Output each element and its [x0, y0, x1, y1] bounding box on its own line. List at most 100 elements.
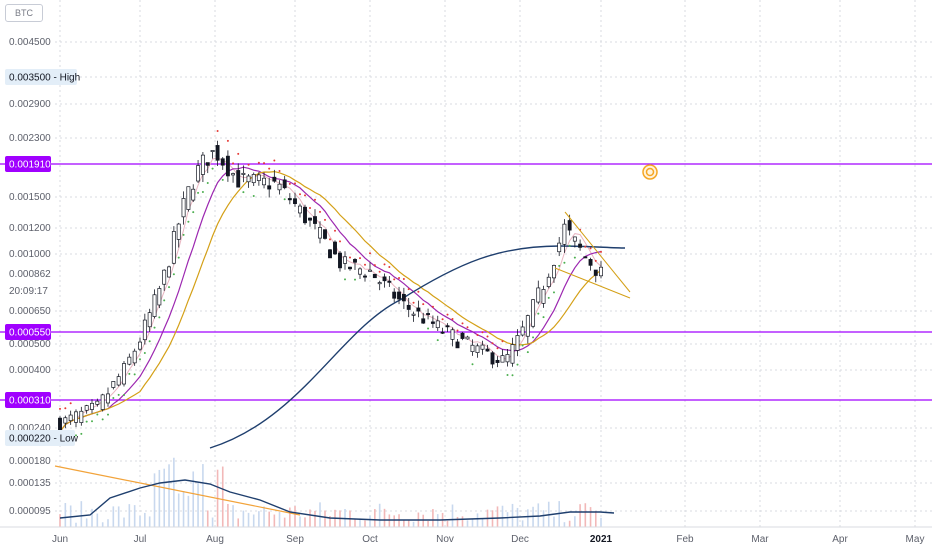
- candle-body: [475, 345, 480, 353]
- sar-dot: [501, 340, 504, 343]
- y-axis-ticks: 0.004500 0.002900 0.002300 0.001500 0.001200…: [9, 37, 51, 517]
- candle: [147, 308, 152, 333]
- candle: [246, 174, 251, 188]
- sar-dot: [64, 407, 67, 410]
- x-tick-label: Mar: [751, 534, 769, 545]
- candle: [127, 353, 132, 366]
- candle-body: [343, 256, 347, 264]
- candle: [440, 327, 445, 335]
- candle-body: [455, 341, 460, 349]
- candle-body: [176, 223, 181, 240]
- sar-dot: [232, 162, 235, 165]
- volume-bar: [496, 506, 499, 527]
- candle: [416, 300, 421, 318]
- candle-body: [480, 344, 485, 350]
- low-label: 0.000220 - Low: [5, 430, 79, 446]
- volume-bar: [563, 522, 566, 527]
- candle: [392, 288, 397, 303]
- symbol-badge[interactable]: BTC: [5, 4, 43, 22]
- sar-dot: [197, 191, 200, 194]
- candle-body: [236, 170, 241, 188]
- low-label-text: 0.000220 - Low: [9, 434, 79, 445]
- sar-dot: [359, 257, 361, 260]
- candle-body: [435, 320, 440, 329]
- sar-dot: [237, 152, 240, 155]
- candle: [520, 320, 525, 337]
- candle-body: [557, 242, 562, 253]
- candle-body: [485, 348, 490, 352]
- sar-dot: [177, 256, 180, 259]
- sar-dot: [101, 418, 104, 421]
- candle: [116, 373, 121, 387]
- sar-dot: [456, 329, 459, 332]
- candle-body: [450, 329, 455, 340]
- volume-bar: [273, 514, 276, 527]
- candle-body: [353, 259, 357, 263]
- candle: [372, 273, 377, 279]
- volume-bar: [153, 473, 156, 527]
- candle: [215, 140, 220, 167]
- y-tick-label: 0.001500: [9, 192, 51, 203]
- candle-body: [421, 318, 426, 324]
- candle: [171, 226, 176, 265]
- volume-bar: [221, 466, 224, 527]
- sar-dot: [402, 277, 405, 280]
- candle: [90, 399, 94, 414]
- candle-body: [142, 319, 147, 341]
- volume-bar: [461, 516, 464, 527]
- sar-dot: [506, 374, 509, 377]
- volume-bar: [501, 505, 504, 527]
- candle: [111, 381, 116, 390]
- volume-bar: [446, 520, 449, 527]
- volume-bar: [314, 510, 316, 527]
- volume-bar: [407, 519, 410, 527]
- candle: [318, 221, 322, 244]
- sar-dot: [486, 335, 489, 338]
- candle: [231, 172, 236, 183]
- candle-body: [583, 256, 588, 259]
- candle: [205, 162, 210, 174]
- candle-body: [531, 299, 536, 327]
- sar-dot: [304, 194, 306, 197]
- candle-body: [95, 400, 100, 405]
- y-tick-label: 0.002900: [9, 99, 51, 110]
- volume-bar: [393, 515, 395, 527]
- volume-bar: [378, 503, 381, 527]
- sar-dot: [547, 296, 550, 299]
- candle: [525, 314, 530, 344]
- candle: [460, 331, 465, 341]
- candle: [282, 175, 287, 190]
- sar-dot: [211, 167, 214, 170]
- volume-bar: [211, 517, 214, 527]
- volume-bar: [59, 514, 61, 527]
- volume-bar: [354, 519, 356, 527]
- candle: [176, 222, 181, 248]
- candle-body: [397, 291, 401, 300]
- candle-body: [293, 198, 297, 204]
- candle: [251, 172, 256, 187]
- y-tick-label: 0.001000: [9, 249, 51, 260]
- sar-dot: [288, 182, 291, 185]
- sar-dot: [192, 211, 195, 214]
- volume-bar: [537, 503, 540, 527]
- sar-dot: [466, 326, 469, 329]
- candle-body: [246, 175, 251, 183]
- candles: [58, 140, 603, 434]
- candle-body: [68, 414, 73, 422]
- y-tick-label: 0.000650: [9, 306, 51, 317]
- volume-bar: [168, 464, 170, 527]
- sar-dot: [349, 256, 351, 259]
- candle: [122, 360, 126, 387]
- sar-dot: [496, 347, 499, 350]
- x-tick-label: Jun: [52, 534, 68, 545]
- sar-dot: [398, 276, 401, 279]
- candle-body: [495, 359, 500, 363]
- candle: [200, 152, 205, 183]
- x-tick-label: Oct: [362, 534, 378, 545]
- target-marker-ring: [642, 164, 658, 180]
- candle-body: [599, 266, 603, 277]
- candle: [272, 169, 277, 183]
- candle-body: [505, 354, 510, 363]
